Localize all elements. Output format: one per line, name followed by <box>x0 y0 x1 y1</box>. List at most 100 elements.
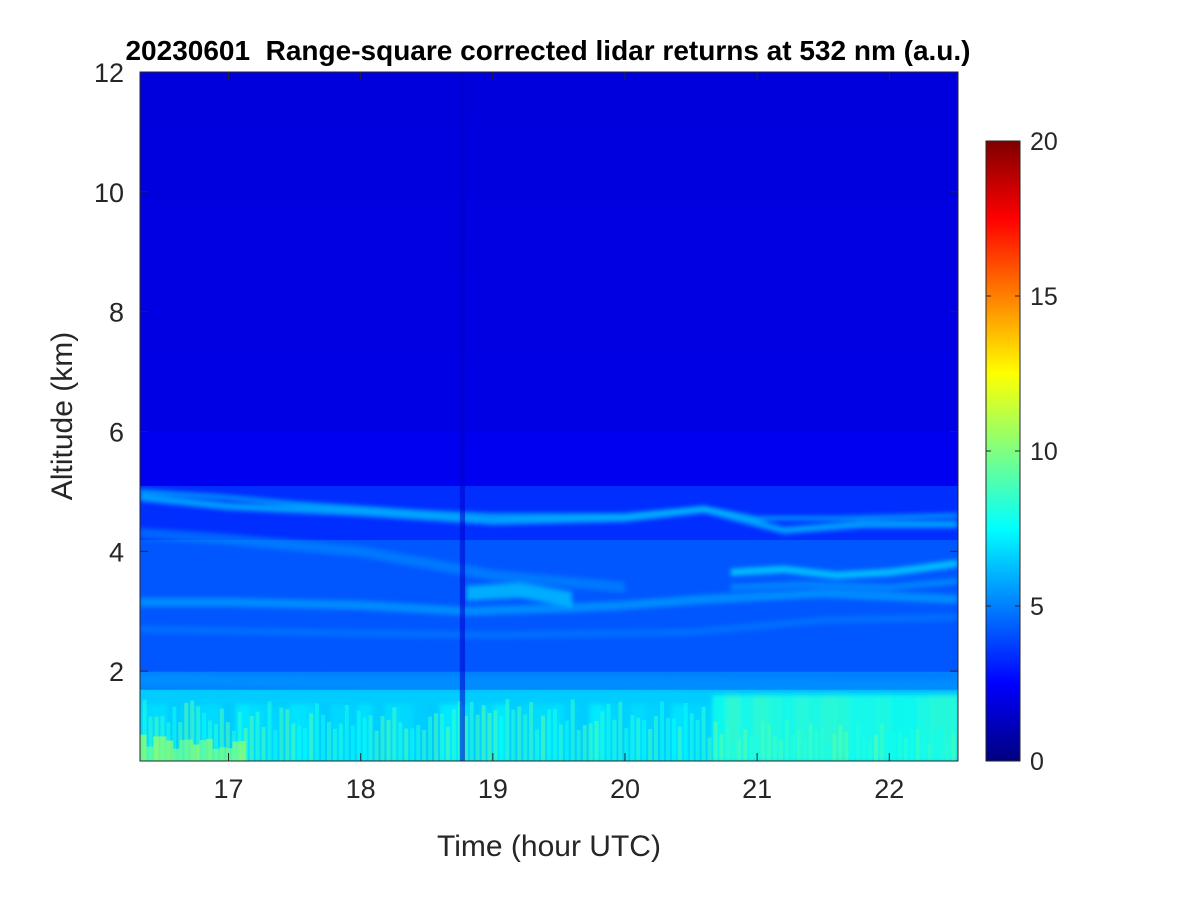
heatmap-band <box>140 95 958 103</box>
plume-column <box>493 710 498 761</box>
plume-column <box>541 715 546 761</box>
plume-column <box>921 731 926 761</box>
heatmap-band <box>140 443 958 451</box>
heatmap-plumes <box>140 72 956 761</box>
y-tick-label: 12 <box>94 58 124 88</box>
heatmap-band <box>140 257 958 265</box>
heatmap-band <box>140 269 958 277</box>
plume-column <box>434 713 438 761</box>
plume-column <box>386 719 391 761</box>
x-tick-label: 18 <box>346 774 376 804</box>
plume-column <box>232 741 240 761</box>
plume-column <box>255 711 260 761</box>
plume-column <box>190 700 195 761</box>
y-tick-label: 10 <box>94 178 124 208</box>
plume-column <box>146 746 154 761</box>
x-tick-label: 19 <box>478 774 508 804</box>
y-tick-label: 6 <box>109 417 124 447</box>
heatmap-band <box>140 419 958 427</box>
x-tick-label: 20 <box>610 774 640 804</box>
plume-column <box>321 714 325 761</box>
heatmap-band <box>140 185 958 193</box>
x-tick-label: 17 <box>214 774 244 804</box>
plume-column <box>338 723 343 761</box>
plume-column <box>261 726 266 761</box>
plume-column <box>826 740 831 761</box>
heatmap-band <box>140 695 958 702</box>
plume-column <box>945 740 950 761</box>
plot-area <box>140 72 958 761</box>
plume-column <box>184 702 189 761</box>
plume-column <box>368 715 373 761</box>
x-axis: 17 18 19 20 21 22 <box>214 72 904 804</box>
heatmap-band <box>140 491 958 498</box>
plume-column <box>874 734 879 761</box>
plume-column <box>499 716 504 761</box>
plume-column <box>630 715 635 761</box>
plume-column <box>838 724 843 761</box>
plume-column <box>469 701 474 761</box>
plume-column <box>880 723 884 761</box>
plume-column <box>695 719 700 761</box>
heatmap-band <box>140 641 958 648</box>
plume-column <box>594 720 599 761</box>
plume-column <box>796 729 801 761</box>
plume-column <box>570 699 575 761</box>
plume-column <box>159 736 167 761</box>
plume-column <box>612 719 617 761</box>
plume-column <box>576 729 581 761</box>
plume-column <box>671 718 676 761</box>
heatmap-band <box>140 179 958 187</box>
heatmap-band <box>140 521 958 528</box>
plume-column <box>179 739 187 761</box>
plume-column <box>350 725 355 761</box>
heatmap-band <box>140 113 958 121</box>
plume-column <box>192 744 200 761</box>
heatmap-band <box>140 209 958 217</box>
heatmap-band <box>140 473 958 481</box>
plume-column <box>832 733 837 761</box>
data-gap-stripe <box>459 72 466 761</box>
plume-column <box>291 723 296 761</box>
plume-column <box>332 728 337 761</box>
heatmap-band <box>140 647 958 654</box>
plume-column <box>297 725 302 761</box>
heatmap-band <box>140 227 958 235</box>
plume-column <box>654 716 659 761</box>
plume-column <box>844 732 849 761</box>
heatmap-band <box>140 305 958 313</box>
plume-column <box>398 722 403 761</box>
plume-column <box>445 727 450 761</box>
plume-column <box>808 723 813 761</box>
plume-column <box>315 703 320 761</box>
heatmap-band <box>140 287 958 295</box>
heatmap-band <box>140 299 958 307</box>
heatmap-band <box>140 191 958 199</box>
heatmap-band <box>140 545 958 552</box>
heatmap-band <box>140 365 958 373</box>
heatmap-band <box>140 623 958 630</box>
heatmap-band <box>140 83 958 91</box>
plume-column <box>767 724 772 761</box>
boundary-layer-cell <box>862 695 878 761</box>
plume-column <box>535 729 540 761</box>
plume-column <box>380 716 385 761</box>
plume-column <box>820 728 825 761</box>
plume-column <box>731 740 736 761</box>
plume-column <box>749 736 754 761</box>
plume-column <box>309 713 314 761</box>
heatmap-band <box>140 485 958 492</box>
aerosol-layer <box>140 493 958 534</box>
heatmap-band <box>140 557 958 564</box>
x-tick-label: 21 <box>742 774 772 804</box>
plume-column <box>582 724 587 761</box>
heatmap-band <box>140 203 958 211</box>
heatmap-band <box>140 293 958 301</box>
plume-column <box>933 732 938 761</box>
heatmap-band <box>140 347 958 355</box>
plume-column <box>790 735 795 761</box>
plume-column <box>225 722 230 761</box>
boundary-layer-cell <box>794 695 810 761</box>
plume-column <box>392 707 397 761</box>
plume-column <box>868 741 873 761</box>
